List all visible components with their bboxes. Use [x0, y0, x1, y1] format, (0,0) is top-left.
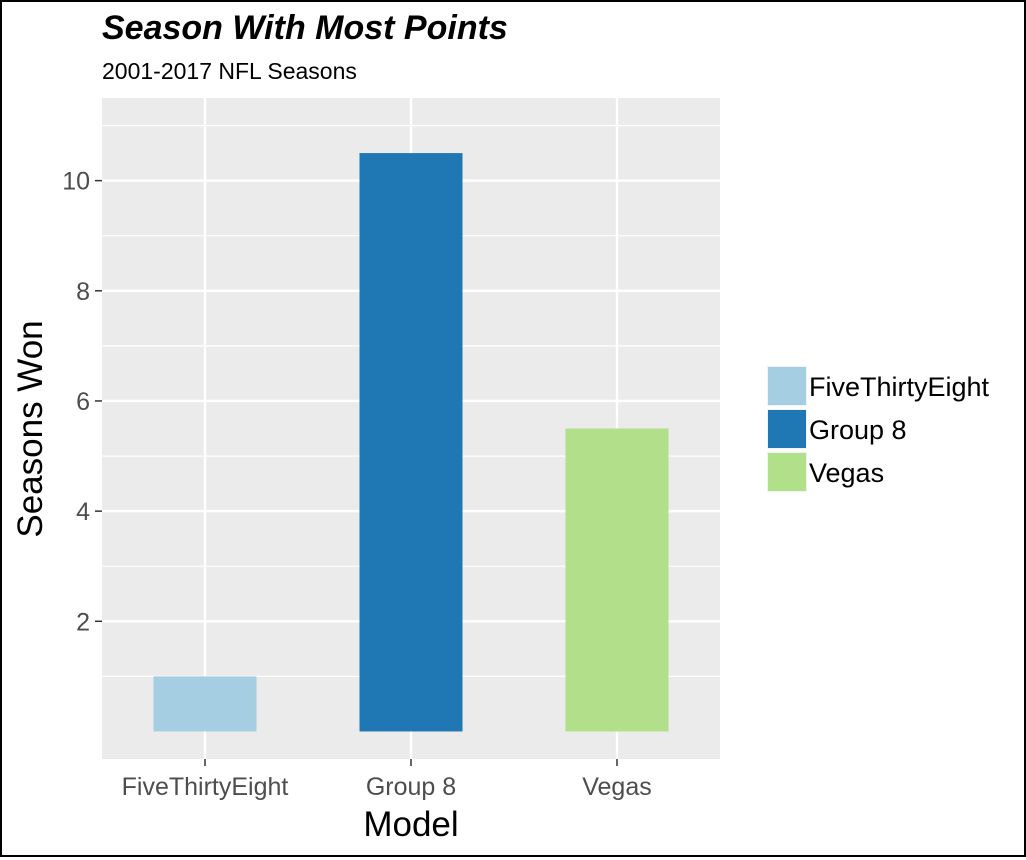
y-tick-label: 6 [76, 388, 90, 416]
legend-swatch [768, 453, 806, 491]
legend: FiveThirtyEight Group 8 Vegas [767, 366, 990, 492]
x-tick-label: FiveThirtyEight [122, 773, 289, 801]
bar-vegas [565, 428, 669, 732]
legend-swatch [768, 410, 806, 448]
x-axis-title: Model [363, 805, 458, 844]
legend-label: Group 8 [809, 415, 907, 445]
y-tick-label: 2 [76, 608, 90, 636]
y-tick-label: 8 [76, 278, 90, 306]
bar-fivethirtyeight [153, 676, 257, 732]
bars [153, 153, 669, 732]
y-tick-label: 4 [76, 498, 90, 526]
x-tick-label: Group 8 [366, 773, 456, 801]
y-tick-label: 10 [62, 168, 90, 196]
x-tick-label: Vegas [582, 773, 652, 801]
x-axis: FiveThirtyEight Group 8 Vegas [122, 759, 652, 801]
legend-swatch [768, 367, 806, 405]
bar-group-8 [359, 153, 463, 732]
legend-label: Vegas [809, 458, 884, 488]
chart-title: Season With Most Points [102, 9, 508, 47]
y-axis-title: Seasons Won [11, 320, 50, 537]
chart-subtitle: 2001-2017 NFL Seasons [102, 58, 357, 84]
y-axis: 2 4 6 8 10 [62, 168, 102, 636]
legend-label: FiveThirtyEight [809, 372, 990, 402]
